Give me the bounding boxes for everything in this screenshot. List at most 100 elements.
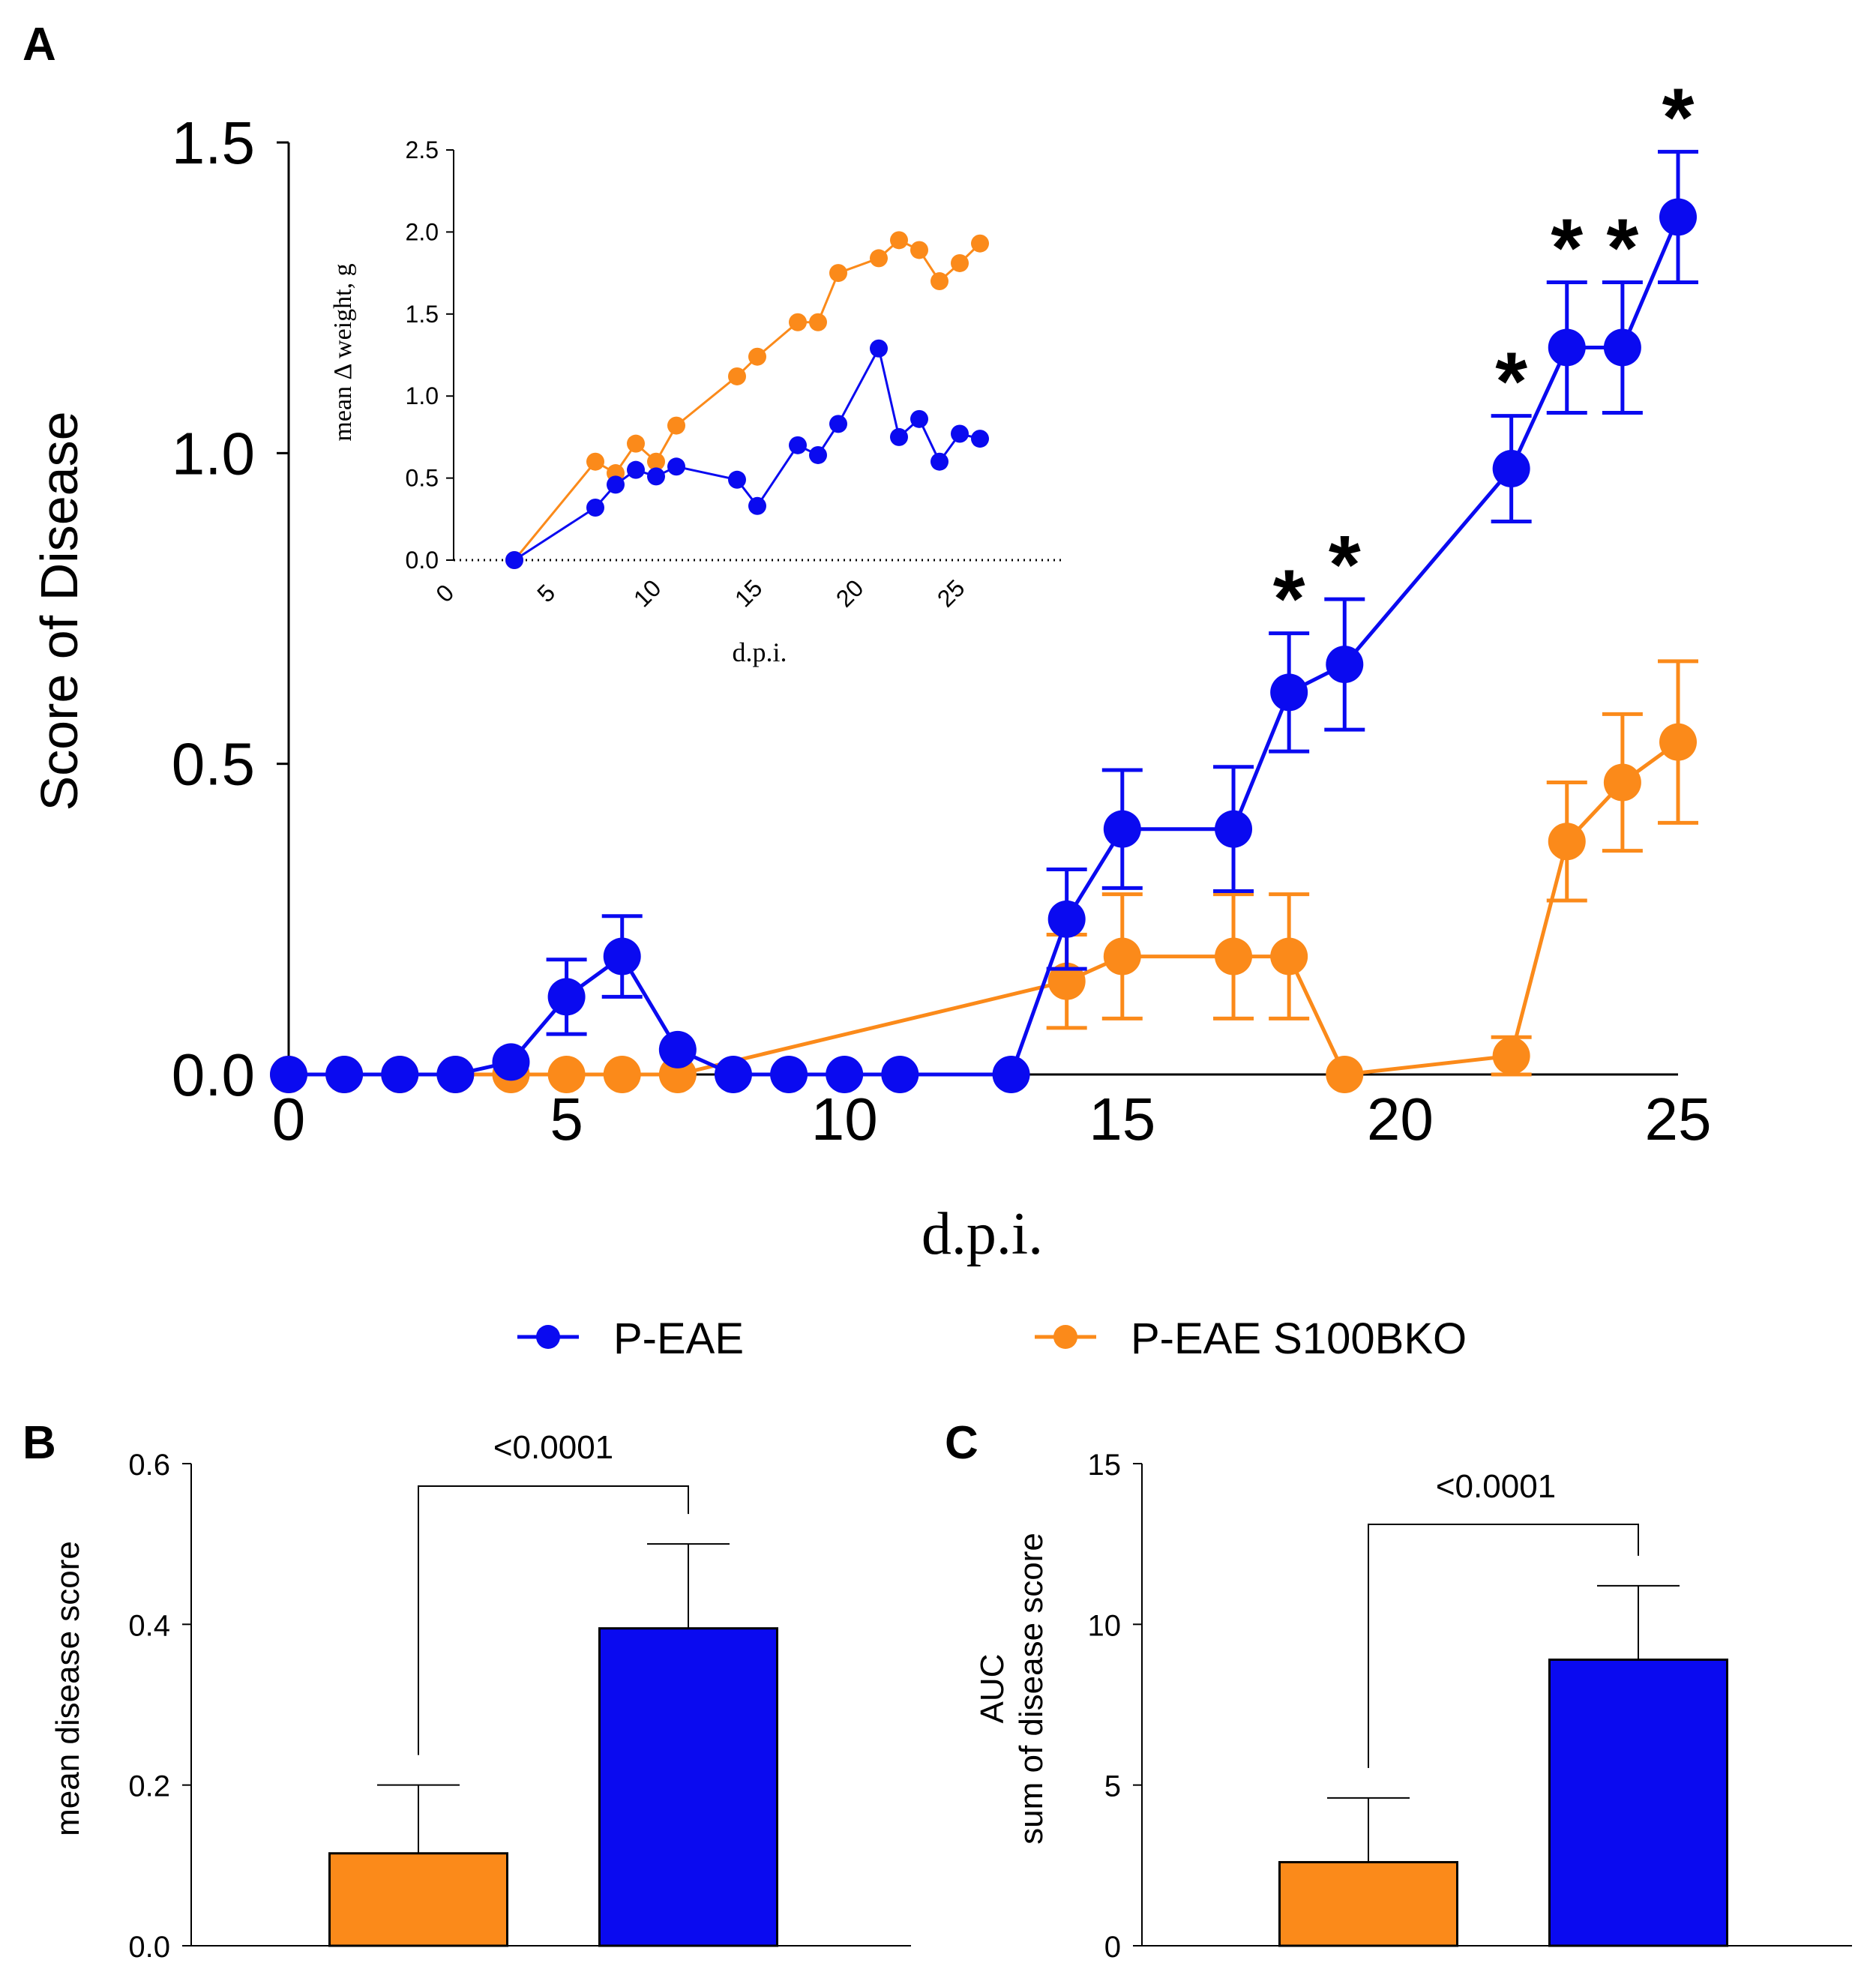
chart-a-inset-x-tick-label: 15 — [730, 574, 768, 613]
chart-a-significance-star: * — [1551, 202, 1583, 294]
chart-a-point-p-eae — [770, 1056, 808, 1093]
chart-a-point-p-eae — [436, 1056, 475, 1093]
chart-a-point-p-eae-s100bko — [1659, 723, 1697, 761]
chart-a-point-p-eae-s100bko — [1215, 937, 1253, 976]
chart-a-point-p-eae-s100bko — [603, 1056, 641, 1093]
chart-a-inset-y-tick-label: 0.0 — [406, 547, 439, 574]
legend-item-s100bko: P-EAE S100BKO — [1035, 1314, 1467, 1363]
chart-a-point-p-eae — [325, 1056, 364, 1093]
chart-b-ylabel: mean disease score — [49, 1541, 86, 1836]
chart-a-significance-star: * — [1606, 202, 1638, 294]
chart-a-point-p-eae — [992, 1056, 1030, 1093]
chart-a-inset-point-p-eae-s100bko — [809, 313, 827, 331]
chart-a-line-p-eae-s100bko — [289, 740, 1680, 1077]
chart-a-point-p-eae — [1047, 900, 1086, 938]
chart-a-inset-point-p-eae — [748, 496, 766, 515]
chart-a-point-p-eae — [1326, 646, 1364, 684]
chart-a-y-tick-label: 1.5 — [172, 109, 255, 176]
chart-a-inset-y-tick-label: 2.0 — [406, 218, 439, 245]
chart-a-inset-point-p-eae — [931, 452, 948, 471]
chart-a-inset-point-p-eae-s100bko — [728, 367, 746, 385]
chart-a-inset-point-p-eae-s100bko — [951, 253, 969, 272]
chart-a-x-tick-label: 20 — [1367, 1086, 1434, 1152]
chart-a-point-p-eae-s100bko — [1548, 823, 1586, 861]
chart-a-inset-point-p-eae — [890, 427, 908, 446]
chart-a-line-p-eae — [289, 216, 1680, 1077]
chart-a-inset-point-p-eae — [809, 445, 827, 464]
chart-a-point-p-eae — [1215, 810, 1253, 848]
chart-c-y-tick-label: 5 — [1104, 1770, 1121, 1803]
panel-label-b: B — [22, 1417, 56, 1469]
panel-label-c: C — [945, 1417, 978, 1469]
chart-a-inset-point-p-eae — [910, 409, 928, 428]
chart-b-bar-p-eae-s100bko — [328, 1852, 508, 1947]
chart-a-point-p-eae — [1603, 328, 1641, 367]
chart-b: 0.0 0.2 0.4 0.6 mean disease score <0.0001 — [49, 1429, 911, 1963]
chart-a-x-tick-label: 5 — [550, 1086, 583, 1152]
chart-a-x-tick-label: 25 — [1645, 1086, 1712, 1152]
chart-b-p-value: <0.0001 — [493, 1429, 613, 1466]
chart-a-inset-series — [505, 231, 989, 569]
chart-c-ylabel-line2: sum of disease score — [1013, 1533, 1050, 1845]
chart-a-inset-point-p-eae-s100bko — [789, 313, 807, 331]
chart-a-y-tick-label: 0.0 — [172, 1041, 255, 1108]
chart-a-inset-point-p-eae — [647, 467, 665, 486]
chart-a-y-tick-label: 1.0 — [172, 420, 255, 487]
legend-label-s100bko: P-EAE S100BKO — [1131, 1314, 1467, 1363]
legend-marker-p-eae — [536, 1325, 560, 1349]
chart-a-point-p-eae — [1548, 328, 1586, 367]
chart-a: 0.00.51.01.50 5 10 15 20 25 * *** ** Score of D… — [30, 71, 1711, 1267]
chart-a-inset-y-tick-label: 1.0 — [406, 382, 439, 409]
chart-a-point-p-eae — [1659, 198, 1697, 236]
chart-a-axes: 0.0 0.5 1.0 1.5 0 5 10 15 20 25 — [172, 109, 1712, 1152]
chart-a-point-p-eae-s100bko — [547, 1056, 586, 1093]
chart-a-inset-y-tick-label: 0.5 — [406, 465, 439, 492]
chart-a-series: * *** ** — [270, 71, 1698, 1093]
chart-a-inset-y-tick-label: 2.5 — [406, 136, 439, 163]
chart-a-point-p-eae-s100bko — [1270, 937, 1308, 976]
chart-a-inset-point-p-eae — [667, 457, 685, 476]
chart-a-inset-point-p-eae-s100bko — [627, 434, 645, 453]
chart-a-inset-point-p-eae-s100bko — [829, 264, 847, 283]
chart-a-point-p-eae — [881, 1056, 919, 1093]
chart-a-inset-point-p-eae — [829, 415, 847, 433]
chart-a-x-tick-label: 10 — [811, 1086, 878, 1152]
chart-a-inset-point-p-eae — [789, 436, 807, 454]
chart-a-significance-star: * — [1273, 553, 1305, 646]
chart-a-inset-point-p-eae — [627, 460, 645, 479]
chart-a-significance-star: * — [1662, 71, 1695, 163]
chart-a-inset-point-p-eae — [870, 339, 888, 358]
chart-a-point-p-eae-s100bko — [1047, 962, 1086, 1000]
chart-a-inset-point-p-eae — [505, 551, 523, 569]
chart-a-point-p-eae — [1492, 450, 1530, 488]
chart-b-bars — [328, 1485, 778, 1947]
chart-a-inset-y-tick-label: 1.5 — [406, 301, 439, 328]
chart-b-bar-p-eae — [598, 1627, 778, 1947]
chart-a-inset-point-p-eae-s100bko — [870, 249, 888, 268]
chart-c-axes: 0 5 10 15 — [1088, 1449, 1852, 1963]
chart-b-y-tick-label: 0.0 — [128, 1931, 170, 1963]
panel-label-a: A — [22, 19, 56, 70]
chart-a-ylabel: Score of Disease — [30, 411, 88, 811]
chart-a-x-tick-label: 15 — [1089, 1086, 1155, 1152]
chart-a-inset-point-p-eae — [607, 475, 625, 494]
chart-a-inset-point-p-eae-s100bko — [667, 416, 685, 435]
chart-a-inset-point-p-eae-s100bko — [931, 272, 948, 291]
legend-label-p-eae: P-EAE — [613, 1314, 744, 1363]
chart-a-point-p-eae — [826, 1056, 864, 1093]
chart-a-inset-x-tick-label: 10 — [628, 574, 667, 613]
chart-c-y-tick-label: 10 — [1088, 1609, 1122, 1642]
chart-b-significance-bracket — [418, 1485, 689, 1755]
chart-b-y-tick-label: 0.6 — [128, 1449, 170, 1482]
chart-c-bar-p-eae-s100bko — [1278, 1861, 1458, 1947]
chart-c-ylabel-line1: AUC — [974, 1654, 1011, 1724]
chart-c-p-value: <0.0001 — [1436, 1468, 1556, 1505]
chart-c-y-tick-label: 0 — [1104, 1931, 1121, 1963]
chart-a-inset-point-p-eae-s100bko — [890, 231, 908, 250]
chart-a-inset-point-p-eae-s100bko — [910, 241, 928, 259]
legend: P-EAE P-EAE S100BKO — [517, 1314, 1467, 1363]
chart-a-point-p-eae-s100bko — [1603, 763, 1641, 802]
chart-a-significance-star: * — [1329, 519, 1361, 611]
chart-a-inset-point-p-eae — [586, 498, 604, 517]
